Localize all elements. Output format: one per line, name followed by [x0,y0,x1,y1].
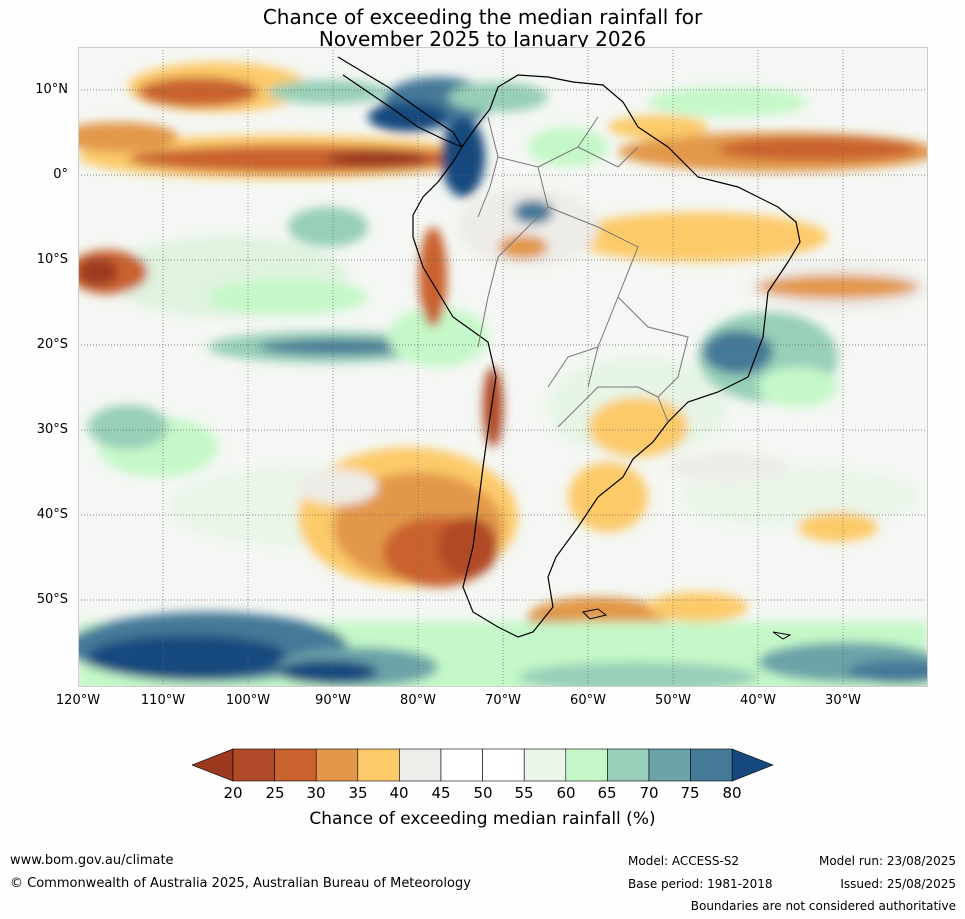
colorbar-tick: 60 [556,784,576,802]
issued-date: Issued: 25/08/2025 [840,877,956,891]
colorbar-segment [274,748,317,782]
rainfall-probability-field [78,62,928,687]
colorbar-segment [399,748,442,782]
base-period: Base period: 1981-2018 [628,877,773,891]
lon-label: 90°W [315,693,351,708]
model-name: Model: ACCESS-S2 [628,854,740,868]
bom-url-link[interactable]: www.bom.gov.au/climate [10,853,174,868]
model-run-date: Model run: 23/08/2025 [818,854,956,868]
colorbar-segment [648,748,691,782]
colorbar-low-arrow [192,748,234,782]
colorbar-segment [482,748,525,782]
country-boundaries [477,116,689,428]
colorbar-high-arrow [731,748,774,782]
lon-label: 120°W [55,693,101,708]
colorbar-tick: 55 [514,784,534,802]
lat-label: 30°S [36,422,68,437]
falkland-islands [581,608,608,620]
lon-label: 110°W [140,693,186,708]
lat-label: 20°S [36,337,68,352]
south-america-coastline [412,74,801,638]
lon-label: 40°W [740,693,776,708]
colorbar-segment [565,748,608,782]
lat-label: 50°S [36,592,68,607]
lon-label: 70°W [485,693,521,708]
lon-label: 60°W [570,693,606,708]
lon-label: 50°W [655,693,691,708]
boundaries-disclaimer: Boundaries are not considered authoritat… [690,899,956,913]
lat-label: 10°S [36,252,68,267]
central-america-coastline [337,56,463,148]
colorbar-segment [440,748,483,782]
lon-label: 30°W [825,693,861,708]
colorbar-segment [315,748,359,782]
lat-label: 40°S [36,507,68,522]
colorbar-tick: 75 [680,784,700,802]
colorbar-tick: 40 [389,784,409,802]
graticule [78,47,928,687]
colorbar-tick: 65 [597,784,617,802]
colorbar-tick: 50 [473,784,493,802]
rainfall-map [78,47,928,687]
colorbar [192,748,774,782]
lat-label: 0° [53,167,68,182]
south-georgia [772,631,792,640]
colorbar-tick: 35 [348,784,368,802]
colorbar-tick: 20 [223,784,243,802]
colorbar-segment [232,748,275,782]
lon-label: 100°W [225,693,271,708]
colorbar-label: Chance of exceeding median rainfall (%) [309,809,656,829]
map-title-line-1: Chance of exceeding the median rainfall … [262,5,703,29]
colorbar-tick: 80 [722,784,742,802]
colorbar-segment [607,748,650,782]
colorbar-tick: 25 [265,784,285,802]
lat-label: 10°N [35,82,68,97]
colorbar-tick: 70 [639,784,659,802]
lon-label: 80°W [400,693,436,708]
colorbar-segment [690,748,733,782]
colorbar-segment [357,748,400,782]
colorbar-segment [523,748,567,782]
colorbar-tick: 30 [306,784,326,802]
colorbar-tick: 45 [431,784,451,802]
copyright-text: © Commonwealth of Australia 2025, Austra… [10,876,471,891]
